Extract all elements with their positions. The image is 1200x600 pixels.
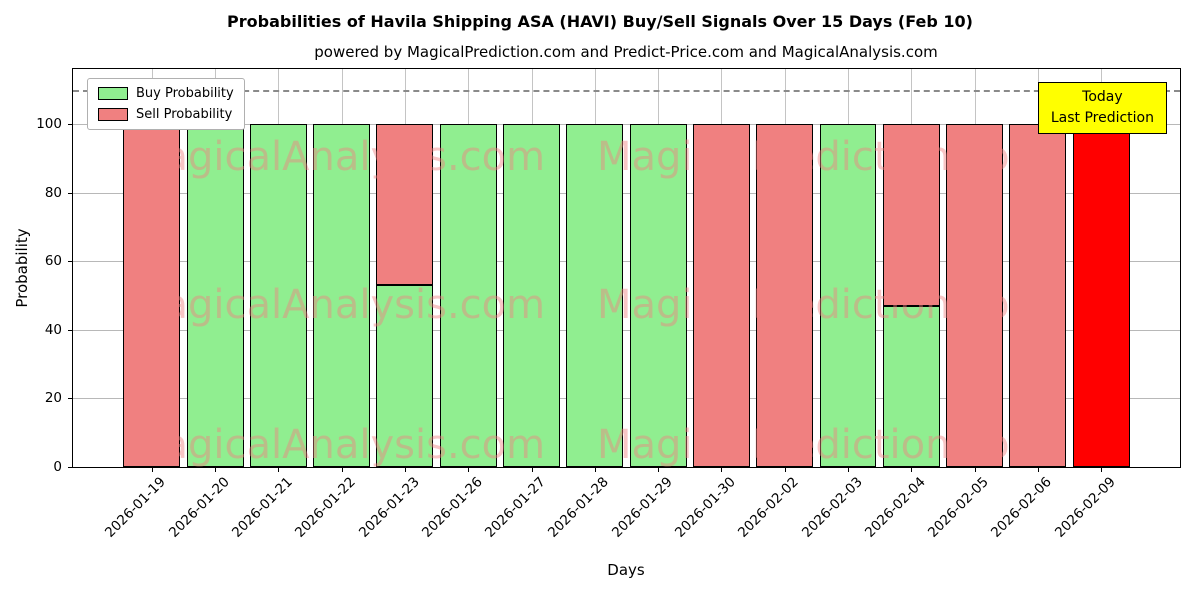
x-tick-mark [151, 468, 153, 472]
gridline-vertical [278, 69, 280, 467]
y-tick-label: 100 [36, 115, 62, 132]
watermark-text: Magica Prediction.com [597, 134, 1049, 180]
x-tick-label: 2026-02-02 [735, 474, 803, 541]
gridline-vertical [911, 69, 913, 467]
legend: Buy Probability Sell Probability [87, 78, 245, 130]
x-tick-label: 2026-02-03 [798, 474, 866, 541]
plot-area: MagicalAnalysis.com Magica Prediction.com… [72, 68, 1181, 468]
gridline-vertical [341, 69, 343, 467]
y-tick-label: 20 [44, 390, 62, 407]
x-tick-label: 2026-01-20 [165, 474, 233, 541]
bar-buy-segment [249, 123, 307, 467]
x-tick-mark [531, 468, 533, 472]
gridline-vertical [721, 69, 723, 467]
bar-sell-segment [1072, 123, 1130, 467]
x-tick-mark [278, 468, 280, 472]
x-tick-mark [974, 468, 976, 472]
legend-item-sell: Sell Probability [98, 108, 234, 121]
watermark-text: MagicalAnalysis.com [129, 422, 546, 468]
x-tick-label: 2026-01-27 [482, 474, 549, 541]
bar-buy-segment [819, 123, 877, 467]
gridline-vertical [974, 69, 976, 467]
gridline-vertical [848, 69, 850, 467]
x-tick-mark [911, 468, 913, 472]
gridline-vertical [594, 69, 596, 467]
watermark-text: Magica Prediction.com [597, 282, 1049, 328]
bar-sell-segment [1009, 123, 1067, 467]
x-tick-label: 2026-01-21 [228, 474, 296, 541]
chart-title: Probabilities of Havila Shipping ASA (HA… [227, 12, 973, 31]
x-tick-label: 2026-02-06 [988, 474, 1056, 541]
x-tick-label: 2026-01-29 [608, 474, 676, 541]
annotation-line2: Last Prediction [1050, 110, 1154, 126]
y-tick-label: 40 [44, 321, 62, 338]
bar-buy-segment [566, 123, 624, 467]
x-tick-label: 2026-01-22 [292, 474, 360, 541]
gridline-horizontal [73, 261, 1180, 263]
bar-sell-segment [756, 123, 814, 467]
bar-buy-segment [629, 123, 687, 467]
x-tick-mark [468, 468, 470, 472]
sell-probability-swatch [98, 108, 128, 121]
gridline-horizontal [73, 192, 1180, 194]
today-annotation: Today Last Prediction [1037, 82, 1167, 134]
x-tick-label: 2026-02-09 [1051, 474, 1119, 541]
x-tick-mark [594, 468, 596, 472]
bar-buy-segment [186, 123, 244, 467]
gridline-vertical [784, 69, 786, 467]
bar-buy-segment [376, 285, 434, 467]
annotation-line1: Today [1082, 89, 1123, 105]
legend-label-sell: Sell Probability [136, 107, 233, 122]
gridline-vertical [531, 69, 533, 467]
bar-buy-segment [313, 123, 371, 467]
gridline-vertical [404, 69, 406, 467]
x-tick-mark [404, 468, 406, 472]
legend-item-buy: Buy Probability [98, 87, 234, 100]
x-tick-mark [721, 468, 723, 472]
watermark-text: Magica Prediction.com [597, 422, 1049, 468]
x-tick-label: 2026-01-19 [102, 474, 170, 541]
x-tick-mark [784, 468, 786, 472]
y-tick-label: 0 [53, 459, 62, 475]
x-tick-mark [215, 468, 217, 472]
y-axis-label: Probability [13, 228, 31, 308]
x-axis-label: Days [607, 561, 645, 579]
legend-label-buy: Buy Probability [136, 86, 234, 101]
x-tick-label: 2026-01-26 [418, 474, 486, 541]
x-tick-mark [848, 468, 850, 472]
y-tick-label: 80 [44, 184, 62, 201]
x-tick-label: 2026-01-28 [545, 474, 613, 541]
bar-sell-segment [882, 123, 940, 306]
bar-sell-segment [692, 123, 750, 467]
x-tick-label: 2026-02-04 [861, 474, 929, 541]
bar-sell-segment [376, 123, 434, 286]
x-tick-mark [658, 468, 660, 472]
watermark-text: MagicalAnalysis.com [129, 134, 546, 180]
x-tick-mark [1037, 468, 1039, 472]
gridline-horizontal [73, 398, 1180, 400]
x-tick-mark [1101, 468, 1103, 472]
gridline-horizontal [73, 329, 1180, 331]
bar-buy-segment [503, 123, 561, 467]
x-tick-label: 2026-01-23 [355, 474, 423, 541]
bar-sell-segment [946, 123, 1004, 467]
threshold-dashed-line [73, 89, 1180, 92]
x-tick-label: 2026-02-05 [925, 474, 992, 541]
bar-sell-segment [123, 123, 181, 467]
bar-buy-segment [439, 123, 497, 467]
chart-subtitle: powered by MagicalPrediction.com and Pre… [314, 43, 938, 61]
gridline-vertical [468, 69, 470, 467]
bar-buy-segment [882, 305, 940, 467]
watermark-text: MagicalAnalysis.com [129, 282, 546, 328]
x-tick-mark [341, 468, 343, 472]
gridline-vertical [658, 69, 660, 467]
y-tick-label: 60 [44, 253, 62, 270]
buy-probability-swatch [98, 87, 128, 100]
x-tick-label: 2026-01-30 [671, 474, 739, 541]
